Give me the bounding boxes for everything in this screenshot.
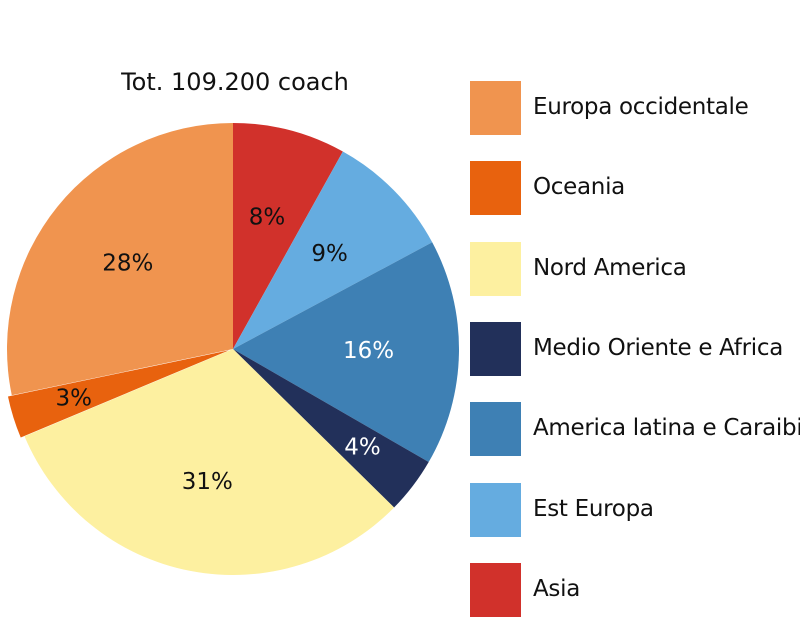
legend-item-nord-america: Nord America <box>470 241 800 296</box>
pie-slice-asia <box>233 123 343 349</box>
legend-label: Nord America <box>533 254 687 281</box>
pie-slice-nord-america <box>24 349 395 575</box>
legend-item-america-latina-e-caraibi: America latina e Caraibi <box>470 402 800 457</box>
legend-item-oceania: Oceania <box>470 161 800 216</box>
legend-swatch <box>470 482 521 537</box>
slice-label-est-europa: 9% <box>311 241 348 267</box>
legend-swatch <box>470 241 521 296</box>
legend-item-medio-oriente-e-africa: Medio Oriente e Africa <box>470 321 800 376</box>
legend-label: Medio Oriente e Africa <box>533 334 783 361</box>
chart-title: Tot. 109.200 coach <box>121 68 349 96</box>
slice-label-nord-america: 31% <box>182 469 233 495</box>
slice-label-oceania: 3% <box>56 386 93 412</box>
legend-swatch <box>470 321 521 376</box>
slice-label-europa-occidentale: 28% <box>102 250 153 276</box>
slice-label-america-latina-e-caraibi: 16% <box>343 338 394 364</box>
legend-swatch <box>470 562 521 617</box>
pie-slice-oceania <box>7 350 230 438</box>
legend-label: Asia <box>533 575 581 602</box>
legend-swatch <box>470 402 521 457</box>
legend-item-est-europa: Est Europa <box>470 482 800 537</box>
pie-slice-est-europa <box>233 151 433 349</box>
legend-label: America latina e Caraibi <box>533 415 800 442</box>
slice-label-asia: 8% <box>249 205 286 231</box>
legend-swatch <box>470 81 521 135</box>
pie-slice-medio-oriente-e-africa <box>233 349 429 508</box>
legend-swatch <box>470 161 521 216</box>
legend-label: Oceania <box>533 174 625 201</box>
legend-label: Est Europa <box>533 495 654 522</box>
legend-label: Europa occidentale <box>533 94 749 120</box>
legend-item-europa-occidentale: Europa occidentale <box>470 81 800 135</box>
legend-item-asia: Asia <box>470 562 800 617</box>
pie-slice-america-latina-e-caraibi <box>233 242 460 462</box>
slice-label-medio-oriente-e-africa: 4% <box>344 435 381 461</box>
pie-slice-europa-occidentale <box>7 123 234 396</box>
